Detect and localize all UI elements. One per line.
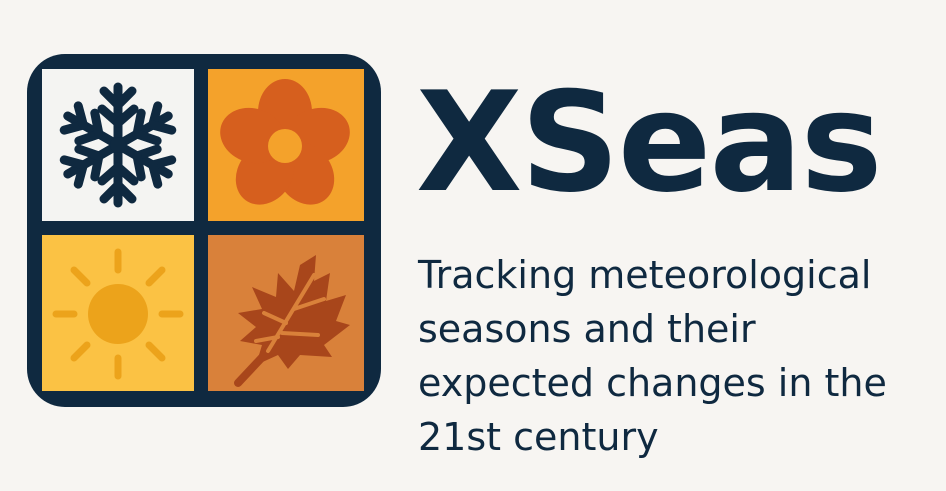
seasons-logo bbox=[27, 54, 381, 407]
flower-icon bbox=[220, 79, 350, 205]
sun-icon bbox=[52, 248, 184, 380]
brand-name: XSeas bbox=[416, 62, 883, 223]
snowflake-icon bbox=[60, 82, 176, 203]
tagline: Tracking meteorological seasons and thei… bbox=[418, 253, 887, 459]
leaf-icon bbox=[234, 255, 350, 387]
